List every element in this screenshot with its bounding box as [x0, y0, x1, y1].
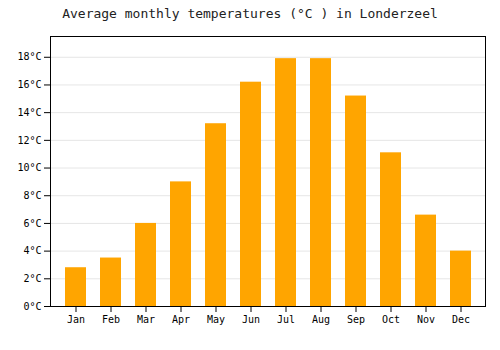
- svg-text:Sep: Sep: [347, 314, 365, 325]
- svg-text:14°C: 14°C: [17, 107, 41, 118]
- svg-text:18°C: 18°C: [17, 51, 41, 62]
- svg-text:Dec: Dec: [452, 314, 470, 325]
- svg-text:12°C: 12°C: [17, 135, 41, 146]
- svg-text:Jul: Jul: [277, 314, 295, 325]
- svg-text:16°C: 16°C: [17, 79, 41, 90]
- html-text:Average monthly temperatures (: Average monthly temperatures (°C ) in Lo…: [62, 6, 438, 21]
- svg-text:2°C: 2°C: [23, 273, 41, 284]
- svg-text:May: May: [207, 314, 225, 325]
- svg-text:6°C: 6°C: [23, 218, 41, 229]
- svg-text:Feb: Feb: [102, 314, 120, 325]
- svg-text:Aug: Aug: [312, 314, 330, 325]
- svg-text:Jan: Jan: [67, 314, 85, 325]
- svg-text:Mar: Mar: [137, 314, 155, 325]
- svg-text:8°C: 8°C: [23, 190, 41, 201]
- svg-text:10°C: 10°C: [17, 162, 41, 173]
- svg-text:Nov: Nov: [417, 314, 435, 325]
- svg-text:4°C: 4°C: [23, 245, 41, 256]
- svg-text:0°C: 0°C: [23, 301, 41, 312]
- svg-text:Jun: Jun: [242, 314, 260, 325]
- svg-text:Apr: Apr: [172, 314, 190, 325]
- svg-text:Oct: Oct: [382, 314, 400, 325]
